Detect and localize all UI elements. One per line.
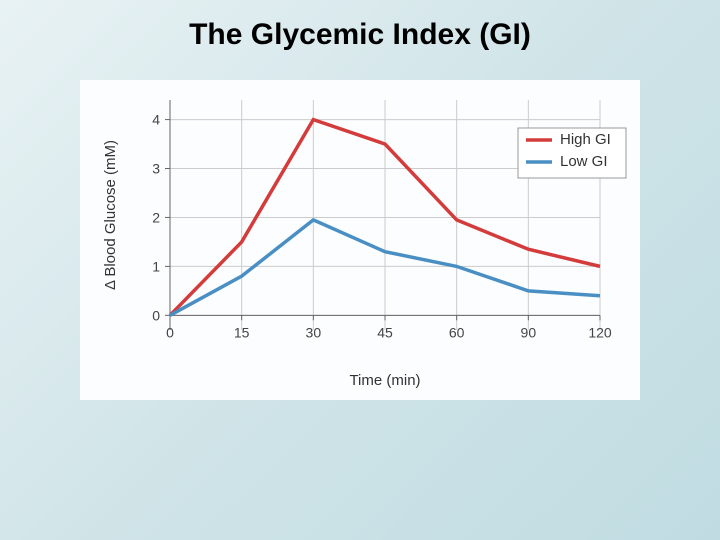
slide-title: The Glycemic Index (GI) <box>0 0 720 52</box>
x-tick-label: 60 <box>449 324 465 340</box>
x-tick-label: 0 <box>166 324 174 340</box>
y-tick-label: 2 <box>152 209 160 225</box>
y-tick-label: 1 <box>152 258 160 274</box>
legend-label: Low GI <box>560 153 608 170</box>
x-tick-label: 30 <box>306 324 322 340</box>
x-axis-label: Time (min) <box>349 372 420 389</box>
slide-background: The Glycemic Index (GI) 0 1 2 3 4 0 15 30 45 60 90… <box>0 0 720 540</box>
x-tick-label: 45 <box>377 324 393 340</box>
chart-svg: 0 1 2 3 4 0 15 30 45 60 90 120 Time (min) Δ Blood Glu… <box>80 80 640 400</box>
y-tick-label: 0 <box>152 307 160 323</box>
x-tick-label: 120 <box>588 324 612 340</box>
legend-label: High GI <box>560 131 611 148</box>
y-tick-label: 4 <box>152 112 160 128</box>
x-tick-label: 15 <box>234 324 250 340</box>
y-axis-label: Δ Blood Glucose (mM) <box>102 140 119 290</box>
x-tick-label: 90 <box>521 324 537 340</box>
chart-panel: 0 1 2 3 4 0 15 30 45 60 90 120 Time (min) Δ Blood Glu… <box>80 80 640 400</box>
y-tick-label: 3 <box>152 161 160 177</box>
